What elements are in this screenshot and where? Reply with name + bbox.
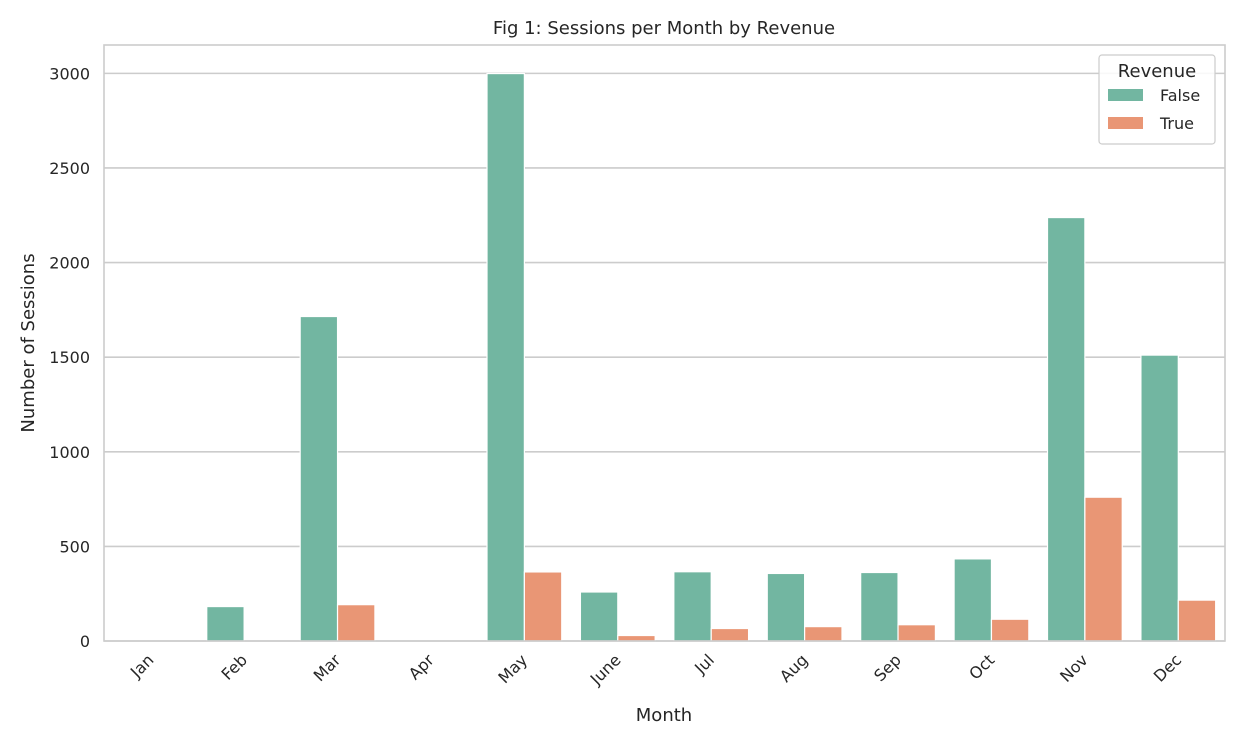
- bar-dec-false: [1140, 354, 1179, 642]
- x-tick-label: Apr: [405, 650, 438, 683]
- plot-frame: [103, 44, 1226, 642]
- x-tick-label: Feb: [217, 650, 250, 683]
- bar-oct-true: [990, 618, 1030, 642]
- legend-items: False True: [1108, 86, 1200, 133]
- bar-nov-false: [1046, 216, 1086, 642]
- bar-june-true: [617, 634, 656, 642]
- x-tick-labels: Jan Feb Mar Apr May June Jul Aug Sep Oct Nov Dec: [126, 650, 1185, 689]
- legend-title: Revenue: [1118, 61, 1196, 82]
- y-tick-label: 1000: [49, 443, 90, 462]
- bar-may-false: [486, 72, 525, 642]
- bars: [206, 72, 1217, 642]
- bar-jul-false: [673, 571, 712, 642]
- bar-nov-true: [1084, 496, 1123, 642]
- bar-may-true: [523, 571, 563, 642]
- bar-mar-true: [336, 604, 376, 642]
- legend-label-true: True: [1159, 114, 1194, 133]
- x-tick-label: Mar: [310, 650, 345, 685]
- y-tick-label: 3000: [49, 64, 90, 83]
- y-tick-label: 0: [80, 632, 90, 651]
- x-tick-label: May: [494, 650, 531, 687]
- x-tick-label: Aug: [776, 650, 812, 686]
- legend: Revenue False True: [1098, 54, 1216, 145]
- y-tick-labels: 0 500 1000 1500 2000 2500 3000: [49, 64, 90, 651]
- y-tick-label: 500: [59, 537, 90, 556]
- y-tick-label: 1500: [49, 348, 90, 367]
- bar-aug-true: [804, 626, 843, 642]
- y-gridlines: [104, 72, 1225, 642]
- legend-swatch-true: [1108, 117, 1143, 129]
- y-tick-label: 2500: [49, 159, 90, 178]
- x-tick-label: Nov: [1056, 650, 1092, 686]
- x-tick-label: June: [586, 650, 625, 689]
- legend-swatch-false: [1108, 89, 1143, 101]
- bar-aug-false: [766, 572, 806, 642]
- bar-feb-false: [206, 605, 245, 642]
- y-axis-label: Number of Sessions: [18, 253, 39, 432]
- chart-title: Fig 1: Sessions per Month by Revenue: [493, 18, 835, 39]
- x-tick-label: Jan: [126, 650, 158, 682]
- bar-dec-true: [1177, 599, 1217, 642]
- bar-sep-false: [860, 571, 899, 642]
- bar-sep-true: [897, 624, 937, 642]
- bar-june-false: [579, 591, 619, 642]
- y-tick-label: 2000: [49, 254, 90, 273]
- x-tick-label: Oct: [965, 650, 998, 683]
- x-tick-label: Dec: [1150, 650, 1185, 685]
- x-axis-label: Month: [636, 705, 692, 726]
- x-tick-label: Sep: [870, 650, 905, 685]
- x-tick-label: Jul: [690, 650, 718, 678]
- bar-oct-false: [953, 558, 993, 642]
- legend-label-false: False: [1160, 86, 1200, 105]
- bar-jul-true: [710, 627, 750, 642]
- bar-mar-false: [299, 315, 339, 642]
